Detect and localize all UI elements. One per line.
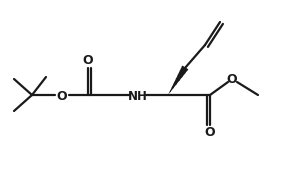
Polygon shape: [168, 66, 188, 95]
Text: O: O: [205, 126, 215, 139]
Text: NH: NH: [128, 90, 148, 104]
Text: O: O: [227, 73, 237, 85]
Text: O: O: [57, 89, 67, 103]
Text: O: O: [83, 53, 93, 67]
